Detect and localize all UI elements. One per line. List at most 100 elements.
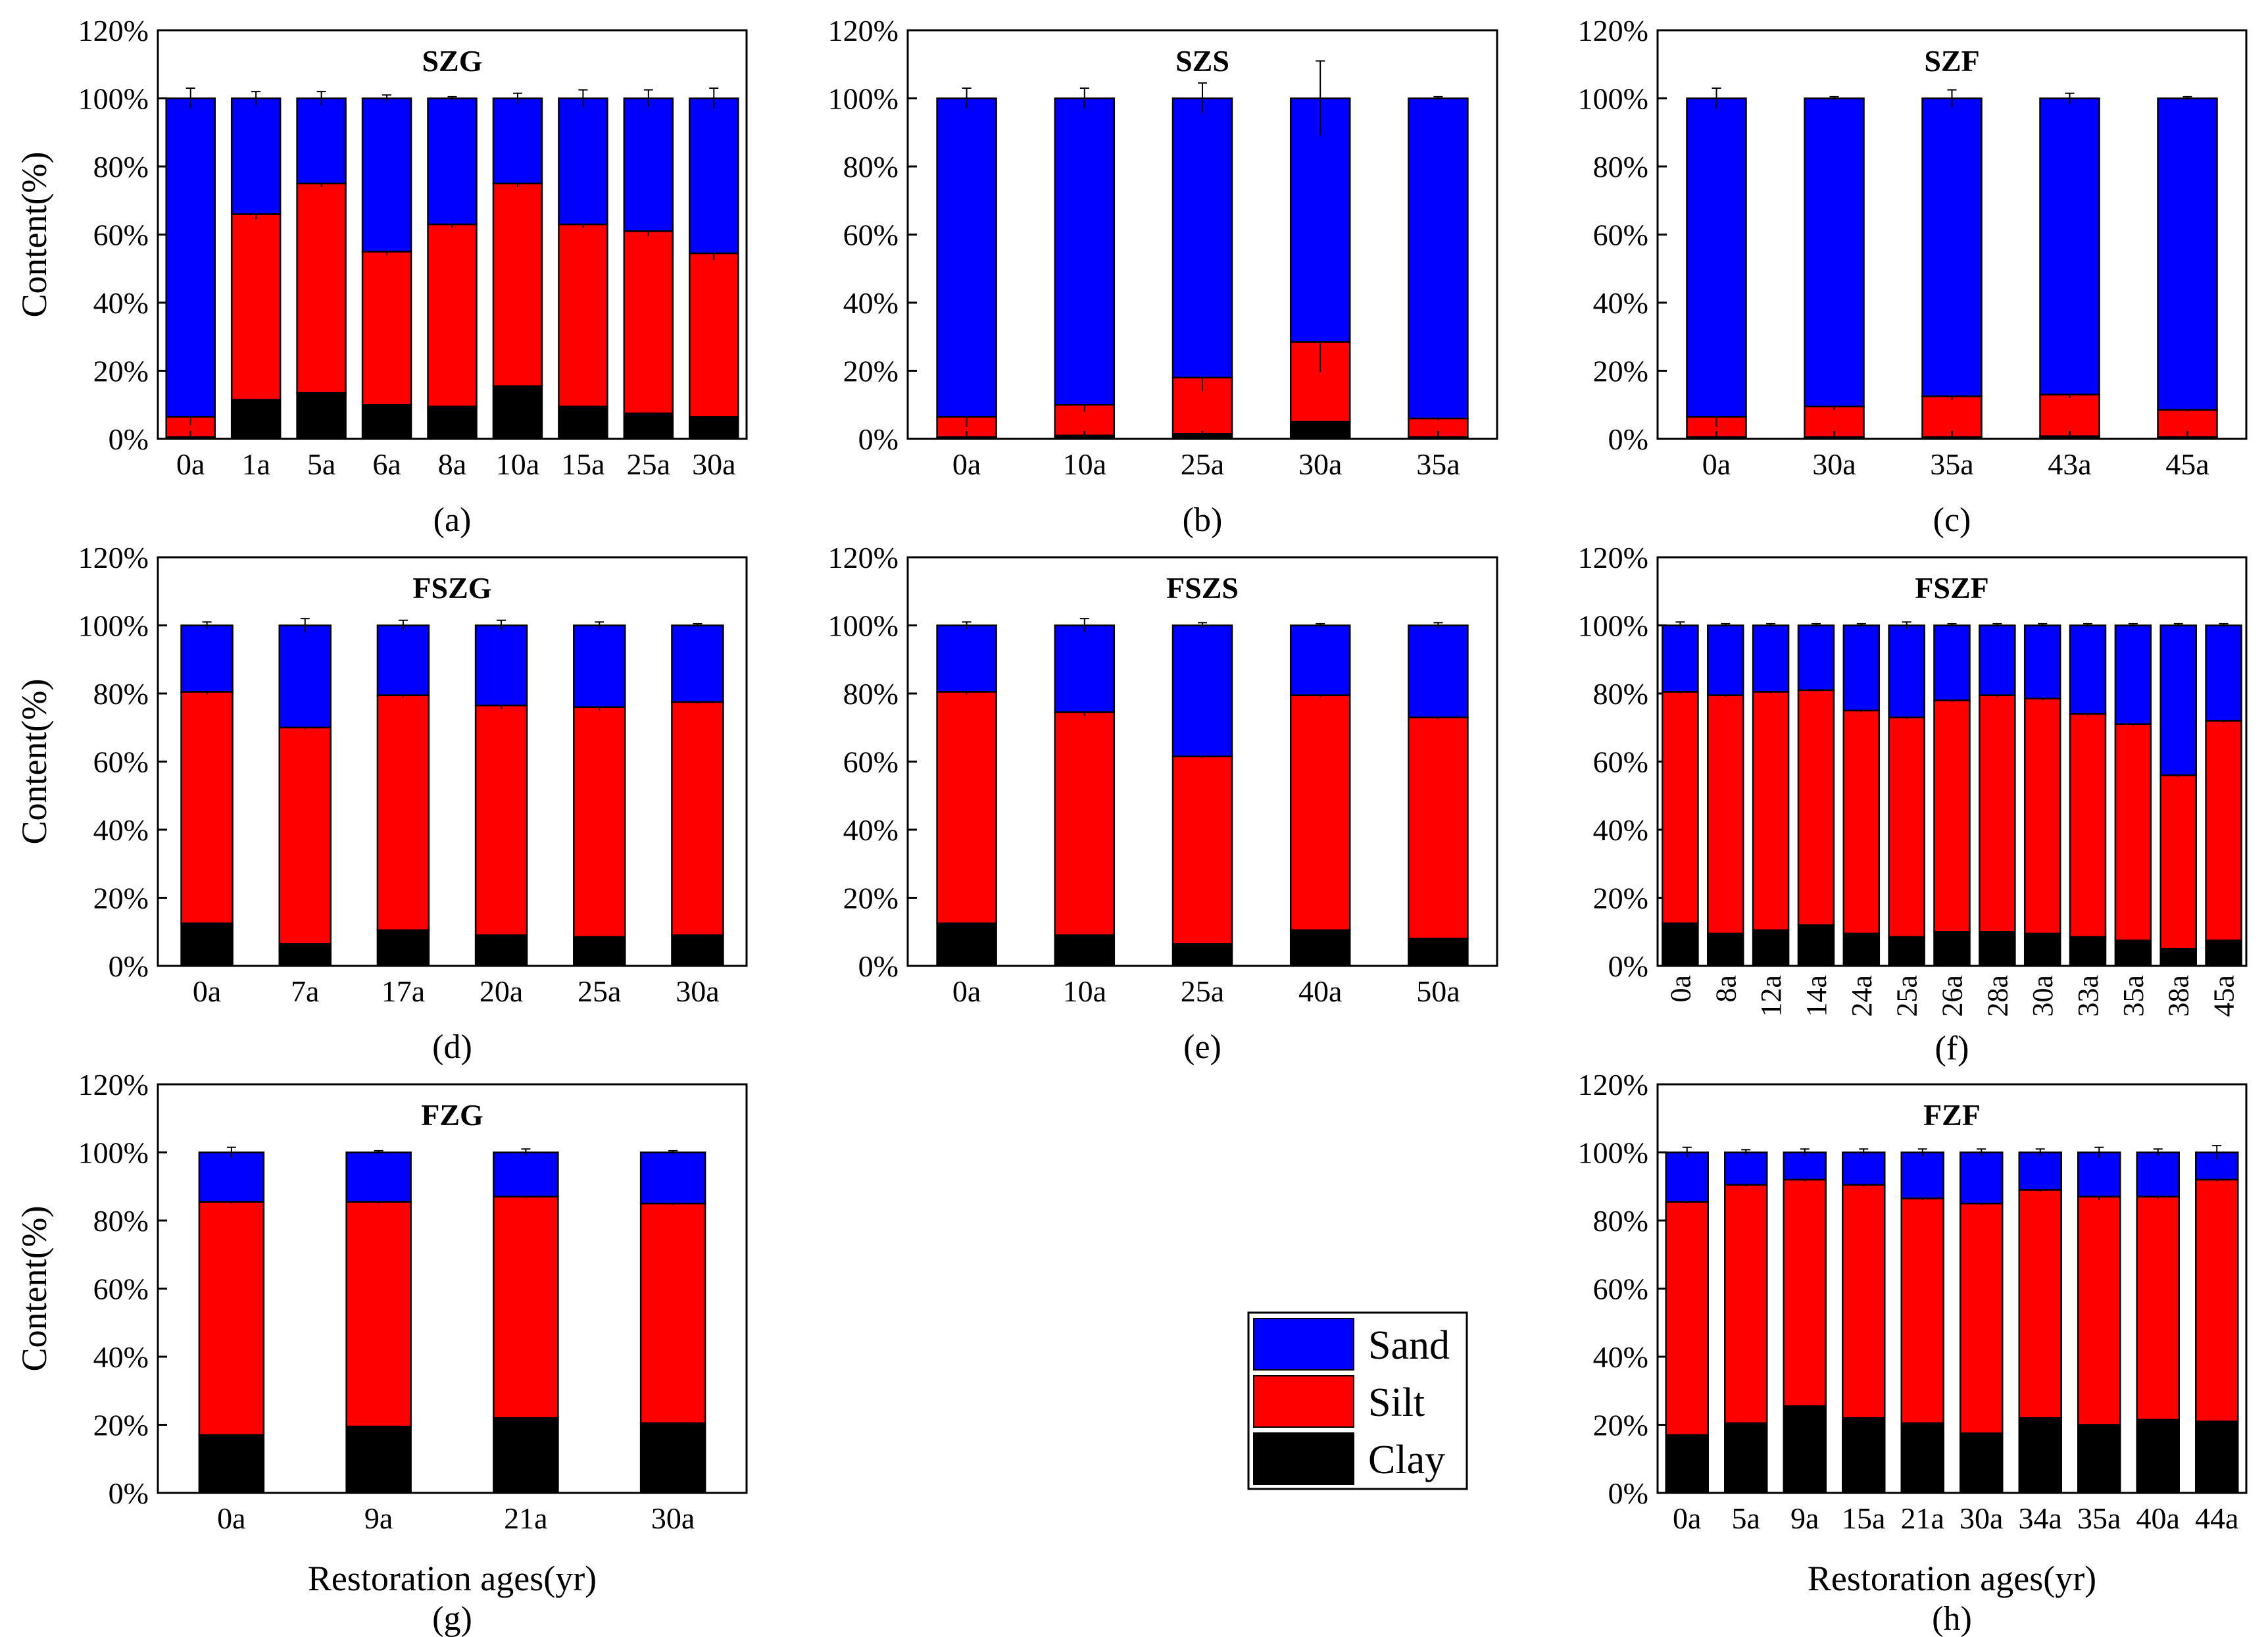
- bar-segment-silt: [671, 701, 724, 936]
- bar-stack: [1797, 622, 1835, 967]
- bar-segment-silt: [278, 726, 332, 945]
- y-tick-label: 100%: [78, 609, 149, 643]
- x-tick-label: 21a: [1901, 1501, 1944, 1535]
- y-tick-label: 0%: [1608, 949, 1648, 983]
- bar-segment-clay: [492, 385, 543, 440]
- bar-segment-sand: [558, 97, 608, 226]
- bar-stack: [936, 621, 997, 967]
- bar-stack: [2114, 622, 2152, 967]
- bar-segment-sand: [639, 1151, 706, 1205]
- bar-segment-silt: [296, 182, 347, 394]
- bar-stack: [2077, 1146, 2121, 1494]
- y-axis-label: Content(%): [14, 679, 54, 845]
- y-tick-label: 0%: [109, 422, 149, 456]
- x-tick-label: 7a: [291, 974, 319, 1008]
- bar-segment-clay: [2195, 1421, 2239, 1494]
- y-tick-label: 0%: [1608, 1476, 1648, 1510]
- bar-segment-sand: [230, 97, 282, 215]
- bar-segment-silt: [492, 182, 543, 388]
- bar-segment-sand: [1171, 624, 1233, 757]
- y-tick-label: 40%: [1593, 813, 1648, 847]
- x-tick-label: 35a: [2117, 975, 2150, 1017]
- x-tick-label: 30a: [1298, 447, 1342, 481]
- x-tick-label: 8a: [438, 447, 466, 481]
- bar-segment-sand: [376, 624, 430, 696]
- panel-label: (g): [432, 1600, 472, 1637]
- chart-title: SZS: [1175, 44, 1229, 78]
- x-tick-label: 1a: [241, 447, 270, 481]
- bar-segment-silt: [1171, 755, 1233, 945]
- bar-segment-sand: [1752, 624, 1790, 693]
- x-tick-label: 34a: [2019, 1501, 2062, 1535]
- bar-stack: [1804, 95, 1865, 440]
- bar-stack: [689, 87, 739, 440]
- x-tick-label: 10a: [1063, 974, 1106, 1008]
- bar-stack: [345, 1149, 412, 1494]
- bar-stack: [2195, 1145, 2239, 1494]
- bar-stack: [2205, 622, 2242, 967]
- y-tick-label: 20%: [93, 1409, 149, 1442]
- panel-label: (e): [1183, 1028, 1221, 1066]
- y-tick-label: 0%: [109, 949, 149, 983]
- x-tick-label: 30a: [2027, 975, 2059, 1017]
- y-tick-label: 20%: [93, 882, 149, 915]
- x-tick-label: 5a: [1732, 1501, 1760, 1535]
- bar-segment-sand: [1921, 97, 1983, 397]
- panel-label: (f): [1935, 1030, 1969, 1067]
- bar-segment-sand: [1888, 624, 1925, 718]
- bar-segment-silt: [623, 230, 674, 415]
- bar-segment-sand: [623, 97, 674, 232]
- panel-label: (c): [1933, 501, 1971, 539]
- x-tick-label: 10a: [496, 447, 539, 481]
- chart-title: FSZS: [1166, 571, 1239, 605]
- y-tick-label: 100%: [78, 82, 149, 116]
- bar-stack: [1662, 621, 1699, 967]
- bar-segment-silt: [1960, 1202, 2004, 1434]
- bar-stack: [492, 92, 543, 440]
- bar-segment-silt: [2069, 713, 2107, 938]
- bar-segment-sand: [198, 1151, 265, 1203]
- x-tick-label: 21a: [504, 1501, 547, 1535]
- plot-frame: [906, 29, 1498, 440]
- bar-segment-silt: [1797, 689, 1835, 926]
- bar-segment-sand: [1686, 97, 1747, 418]
- y-tick-label: 40%: [843, 286, 899, 320]
- y-tick-label: 60%: [843, 218, 899, 252]
- bar-segment-silt: [1842, 1184, 1886, 1419]
- x-tick-label: 25a: [1181, 974, 1224, 1008]
- bar-segment-silt: [180, 691, 234, 924]
- x-tick-label: 45a: [2208, 975, 2240, 1017]
- y-tick-label: 120%: [1578, 14, 1648, 47]
- bar-stack: [2069, 622, 2107, 967]
- y-tick-label: 40%: [93, 286, 149, 320]
- bar-stack: [1724, 1149, 1768, 1494]
- y-tick-label: 120%: [78, 1068, 149, 1101]
- bar-stack: [1888, 621, 1925, 967]
- y-tick-label: 60%: [843, 745, 899, 779]
- bar-stack: [1960, 1148, 2004, 1494]
- x-tick-label: 35a: [2077, 1501, 2121, 1535]
- bar-segment-sand: [2136, 1151, 2180, 1198]
- x-tick-label: 0a: [1673, 1501, 1701, 1535]
- bar-stack: [1921, 89, 1983, 440]
- x-tick-label: 38a: [2163, 975, 2195, 1017]
- bar-segment-sand: [1933, 624, 1971, 701]
- bar-stack: [1842, 622, 1881, 967]
- x-tick-label: 40a: [2136, 1501, 2180, 1535]
- panel-szg: 0% 20% 40% 60% 80% 100% 120% 0a 1a 5a 6a 8a 10a 15a 25…: [14, 14, 748, 539]
- y-tick-label: 60%: [1593, 218, 1648, 252]
- bar-stack: [1783, 1148, 1827, 1494]
- bar-segment-silt: [1289, 694, 1351, 931]
- bar-segment-silt: [361, 251, 412, 406]
- bar-segment-silt: [1888, 716, 1925, 938]
- plot-frame: [157, 1083, 748, 1494]
- bar-segment-sand: [2039, 97, 2100, 395]
- y-tick-label: 80%: [93, 1204, 149, 1238]
- bar-segment-silt: [1054, 711, 1116, 936]
- plot-frame: [157, 29, 748, 440]
- y-tick-label: 80%: [1593, 677, 1648, 711]
- bar-stack: [296, 91, 347, 440]
- bar-segment-silt: [1665, 1201, 1709, 1436]
- panel-fszs: 0% 20% 40% 60% 80% 100% 120% 0a 10a 25a 40a 50a FSZS…: [828, 541, 1498, 1066]
